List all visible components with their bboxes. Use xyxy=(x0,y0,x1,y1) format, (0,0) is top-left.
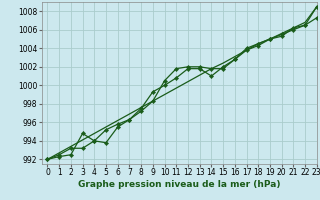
X-axis label: Graphe pression niveau de la mer (hPa): Graphe pression niveau de la mer (hPa) xyxy=(78,180,280,189)
